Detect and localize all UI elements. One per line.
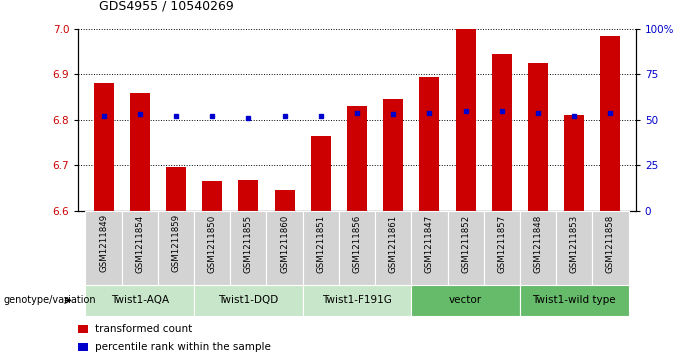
Text: GDS4955 / 10540269: GDS4955 / 10540269 <box>99 0 233 13</box>
Bar <box>456 29 475 211</box>
Text: percentile rank within the sample: percentile rank within the sample <box>95 342 271 352</box>
Text: GSM1211853: GSM1211853 <box>570 214 579 273</box>
Text: Twist1-AQA: Twist1-AQA <box>111 295 169 305</box>
Bar <box>194 211 231 287</box>
Bar <box>122 211 158 287</box>
Bar <box>78 325 88 333</box>
Bar <box>411 211 447 287</box>
Bar <box>420 77 439 211</box>
Bar <box>78 343 88 351</box>
Bar <box>564 115 584 211</box>
Bar <box>411 285 520 316</box>
Bar <box>303 285 411 316</box>
Text: GSM1211857: GSM1211857 <box>497 214 507 273</box>
Text: GSM1211850: GSM1211850 <box>207 214 217 273</box>
Bar <box>231 211 267 287</box>
Bar <box>166 167 186 211</box>
Bar <box>375 211 411 287</box>
Bar <box>447 211 483 287</box>
Bar <box>275 190 294 211</box>
Text: Twist1-DQD: Twist1-DQD <box>218 295 279 305</box>
Bar <box>94 83 114 211</box>
Bar <box>520 285 628 316</box>
Bar <box>303 211 339 287</box>
Text: Twist1-F191G: Twist1-F191G <box>322 295 392 305</box>
Bar <box>158 211 194 287</box>
Bar <box>339 211 375 287</box>
Text: GSM1211855: GSM1211855 <box>244 214 253 273</box>
Bar <box>311 136 330 211</box>
Bar <box>592 211 628 287</box>
Bar <box>130 93 150 211</box>
Bar <box>492 54 512 211</box>
Text: GSM1211856: GSM1211856 <box>352 214 362 273</box>
Text: GSM1211861: GSM1211861 <box>389 214 398 273</box>
Text: GSM1211860: GSM1211860 <box>280 214 289 273</box>
Bar <box>520 211 556 287</box>
Bar <box>556 211 592 287</box>
Text: Twist1-wild type: Twist1-wild type <box>532 295 616 305</box>
Text: GSM1211847: GSM1211847 <box>425 214 434 273</box>
Bar <box>267 211 303 287</box>
Bar <box>483 211 520 287</box>
Bar <box>194 285 303 316</box>
Text: GSM1211851: GSM1211851 <box>316 214 325 273</box>
Bar <box>86 285 194 316</box>
Bar <box>239 180 258 211</box>
Bar <box>202 181 222 211</box>
Text: GSM1211849: GSM1211849 <box>99 214 108 273</box>
Bar <box>600 36 620 211</box>
Text: GSM1211854: GSM1211854 <box>135 214 144 273</box>
Text: GSM1211848: GSM1211848 <box>534 214 543 273</box>
Bar <box>347 106 367 211</box>
Text: genotype/variation: genotype/variation <box>3 295 96 305</box>
Bar <box>384 99 403 211</box>
Text: GSM1211858: GSM1211858 <box>606 214 615 273</box>
Text: vector: vector <box>449 295 482 305</box>
Text: GSM1211859: GSM1211859 <box>171 214 180 273</box>
Text: GSM1211852: GSM1211852 <box>461 214 470 273</box>
Bar <box>528 63 548 211</box>
Bar <box>86 211 122 287</box>
Text: transformed count: transformed count <box>95 324 192 334</box>
